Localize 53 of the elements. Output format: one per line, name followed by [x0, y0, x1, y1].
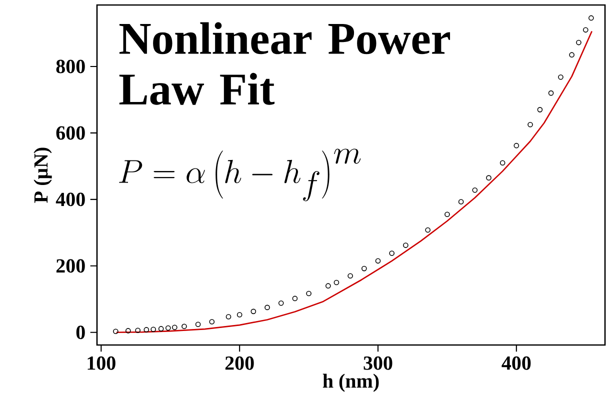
point	[500, 160, 506, 166]
point	[537, 107, 543, 112]
point	[528, 122, 533, 128]
point	[325, 283, 331, 289]
y-tick-label: 600	[56, 126, 85, 140]
x-tick-label: 100	[88, 356, 116, 370]
y-tick-label: 400	[56, 192, 85, 206]
x-tick-label: 300	[364, 356, 392, 370]
point	[582, 27, 588, 33]
point	[558, 74, 564, 80]
point	[569, 52, 574, 58]
point	[113, 328, 118, 334]
point	[444, 212, 450, 218]
point	[548, 90, 554, 96]
y-tick-label: 800	[56, 60, 85, 74]
point	[389, 250, 395, 256]
point	[264, 304, 270, 310]
point	[182, 324, 187, 330]
annotation: $P=\alpha\left(h-h_{f}\right)^{m}$	[119, 148, 361, 202]
point	[165, 325, 171, 331]
text: Nonlinear Power Law Fit	[119, 22, 450, 105]
point	[172, 324, 178, 330]
point	[125, 328, 131, 334]
point	[250, 308, 256, 314]
point	[209, 319, 215, 324]
point	[306, 290, 312, 296]
point	[425, 227, 430, 233]
y-axis-title: P (μN)	[34, 148, 52, 203]
y-tick-label: 200	[56, 259, 85, 273]
point	[278, 300, 284, 306]
point	[361, 266, 367, 272]
x-tick-label: 400	[502, 356, 531, 370]
point	[576, 40, 582, 46]
point	[472, 187, 478, 193]
point	[135, 328, 141, 334]
point	[486, 175, 492, 180]
point	[195, 322, 201, 328]
point	[348, 273, 353, 279]
point	[150, 326, 156, 332]
point	[588, 15, 594, 21]
point	[292, 296, 298, 302]
point	[403, 242, 408, 248]
point	[375, 258, 381, 264]
point	[334, 280, 340, 286]
point	[158, 326, 164, 332]
point	[458, 199, 464, 204]
x-axis-title: h (nm)	[322, 374, 379, 392]
y-tick-label: 0	[76, 326, 85, 340]
point	[226, 314, 232, 320]
point	[514, 142, 520, 148]
point	[144, 327, 150, 332]
x-tick-label: 200	[225, 356, 254, 370]
point	[236, 312, 242, 318]
